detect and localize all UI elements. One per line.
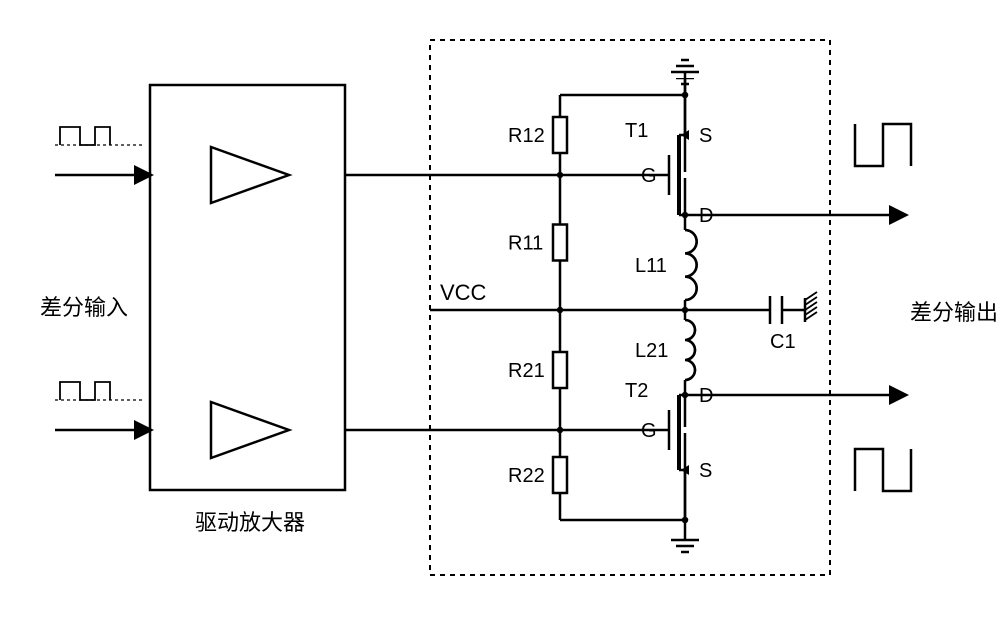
diff-output-label: 差分输出 (910, 300, 998, 325)
svg-text:G: G (641, 165, 657, 187)
r11-resistor (553, 225, 567, 261)
r12-resistor (553, 117, 567, 153)
driver-amp-label: 驱动放大器 (195, 510, 305, 535)
l11-label: L11 (635, 255, 667, 277)
svg-text:S: S (699, 460, 712, 482)
l11-inductor (685, 230, 697, 300)
r11-label: R11 (508, 233, 543, 255)
c1-label: C1 (770, 331, 796, 353)
r21-label: R21 (508, 360, 545, 382)
r21-resistor (553, 352, 567, 388)
diff-input-label: 差分输入 (40, 295, 128, 320)
amp-triangle (211, 147, 289, 203)
t2-label: T2 (625, 380, 648, 402)
svg-text:G: G (641, 420, 657, 442)
r22-resistor (553, 457, 567, 493)
svg-text:S: S (699, 125, 712, 147)
driver-amplifier-block (150, 85, 345, 490)
vcc-label: VCC (440, 280, 487, 305)
amp-triangle (211, 402, 289, 458)
r22-label: R22 (508, 465, 545, 487)
r12-label: R12 (508, 125, 545, 147)
t1-label: T1 (625, 120, 648, 142)
circuit-schematic: 驱动放大器差分输入VCCR12R11R21R22L11L21C1SDGT1SDG… (0, 0, 1000, 622)
l21-label: L21 (635, 340, 668, 362)
